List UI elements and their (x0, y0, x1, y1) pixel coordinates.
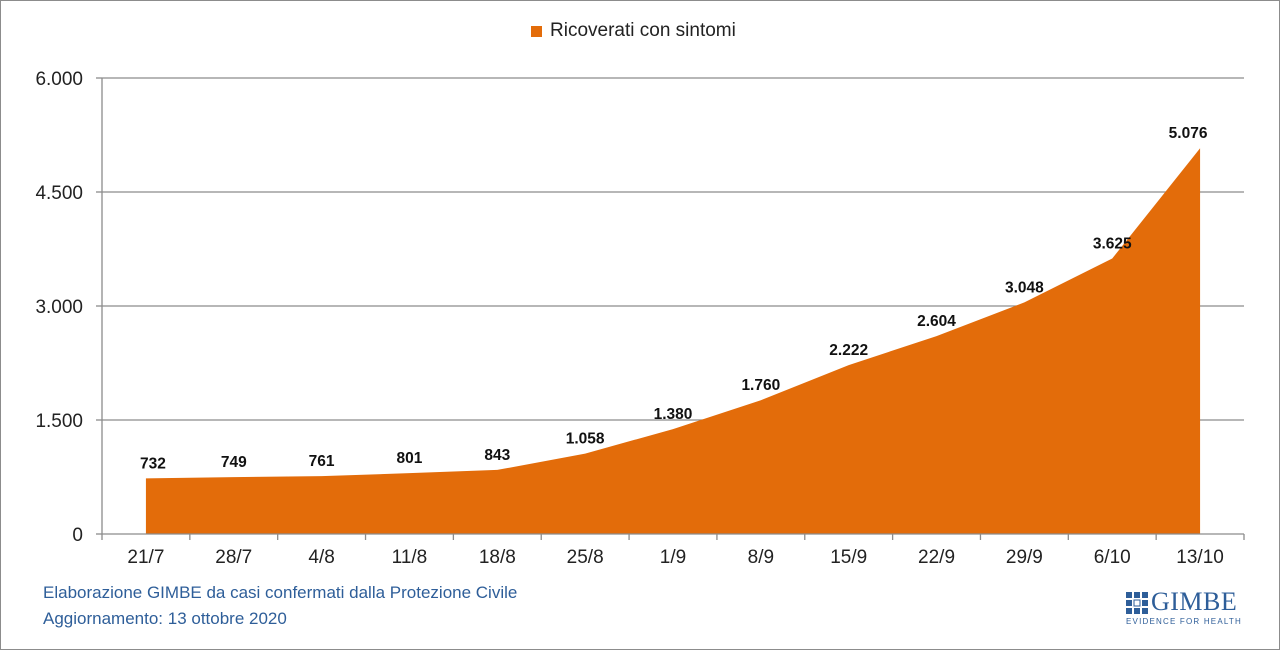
x-tick-label: 28/7 (215, 547, 252, 568)
data-label: 1.380 (654, 406, 693, 423)
data-label: 3.625 (1093, 236, 1132, 253)
data-label: 843 (484, 447, 510, 464)
legend-label: Ricoverati con sintomi (550, 20, 736, 41)
x-tick-label: 22/9 (918, 547, 955, 568)
data-label: 5.076 (1169, 125, 1208, 142)
data-label: 1.058 (566, 431, 605, 448)
legend-swatch (531, 25, 542, 37)
data-label: 749 (221, 454, 247, 471)
x-tick-label: 11/8 (392, 547, 428, 568)
x-tick-label: 21/7 (127, 547, 164, 568)
x-tick-label: 13/10 (1176, 547, 1224, 568)
logo-text: GIMBE (1151, 587, 1238, 616)
x-tick-label: 18/8 (479, 547, 516, 568)
data-label: 2.604 (917, 313, 956, 330)
legend: Ricoverati con sintomi (531, 20, 736, 42)
x-tick-label: 29/9 (1006, 547, 1043, 568)
gimbe-logo: GIMBE EVIDENCE FOR HEALTH (1124, 587, 1246, 629)
y-tick-label: 0 (72, 525, 83, 546)
y-tick-label: 3.000 (35, 297, 83, 318)
data-label: 761 (309, 453, 335, 470)
x-tick-label: 4/8 (308, 547, 334, 568)
x-tick-label: 15/9 (830, 547, 867, 568)
y-tick-label: 4.500 (35, 183, 83, 204)
area-series (145, 148, 1201, 534)
x-tick-label: 8/9 (748, 547, 774, 568)
update-note: Aggiornamento: 13 ottobre 2020 (43, 609, 287, 628)
data-label: 1.760 (741, 377, 780, 394)
logo-grid-icon (1126, 592, 1148, 614)
x-tick-label: 1/9 (660, 547, 686, 568)
x-tick-label: 25/8 (567, 547, 604, 568)
y-tick-label: 6.000 (35, 69, 83, 90)
data-label: 801 (397, 450, 423, 467)
logo-tagline: EVIDENCE FOR HEALTH (1126, 617, 1242, 626)
data-label: 732 (140, 455, 166, 472)
y-tick-label: 1.500 (35, 411, 83, 432)
data-label: 2.222 (829, 342, 868, 359)
source-note: Elaborazione GIMBE da casi confermati da… (43, 583, 518, 602)
x-tick-label: 6/10 (1094, 547, 1131, 568)
data-label: 3.048 (1005, 279, 1044, 296)
